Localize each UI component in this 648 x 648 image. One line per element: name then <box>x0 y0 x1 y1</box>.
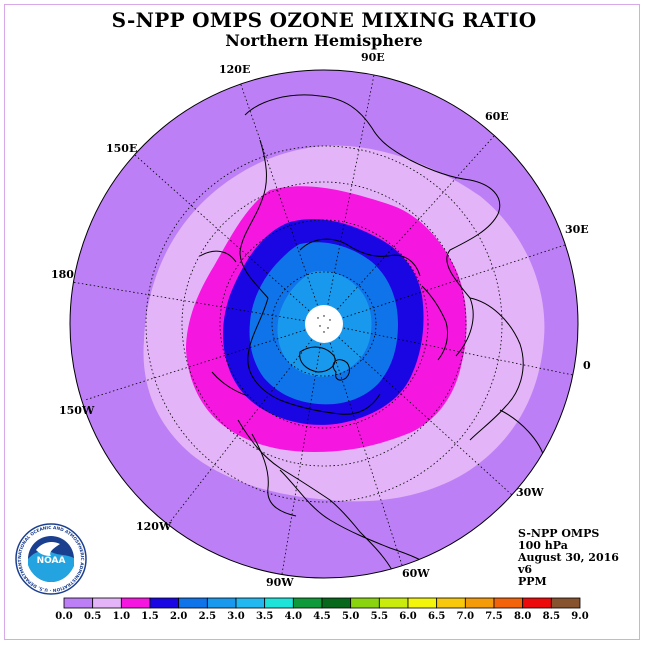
chart-subtitle: Northern Hemisphere <box>225 31 423 50</box>
noaa-logo: NATIONAL OCEANIC AND ATMOSPHERIC ADMINIS… <box>14 522 87 595</box>
colorbar-swatch <box>120 597 151 609</box>
info-date: August 30, 2016 <box>518 551 619 564</box>
colorbar-swatch <box>436 597 466 609</box>
graticule-meridians <box>71 70 574 575</box>
colorbar-swatch <box>178 597 208 609</box>
lon-label-90E: 90E <box>361 51 385 64</box>
colorbar-tick-label: 8.5 <box>543 611 560 622</box>
colorbar-swatch <box>407 597 438 609</box>
figure-border <box>4 4 640 640</box>
lon-label-60W: 60W <box>402 567 430 580</box>
info-units: PPM <box>518 575 547 588</box>
colorbar-tick-label: 4.5 <box>313 611 330 622</box>
lon-label-180: 180 <box>51 268 74 281</box>
colorbar-swatch <box>493 597 524 609</box>
colorbar-tick-label: 0.5 <box>84 611 101 622</box>
colorbar-tick-label: 2.0 <box>170 611 187 622</box>
info-block: S-NPP OMPS 100 hPa August 30, 2016 v6 PP… <box>518 528 619 588</box>
colorbar-swatch <box>206 597 237 609</box>
lon-label-120E: 120E <box>219 63 250 76</box>
lon-label-30W: 30W <box>516 486 544 499</box>
lon-label-150W: 150W <box>59 404 95 417</box>
colorbar-swatch <box>235 597 266 609</box>
lon-label-0: 0 <box>583 359 591 372</box>
colorbar-swatch <box>92 597 122 609</box>
info-level: 100 hPa <box>518 539 568 552</box>
colorbar-tick-label: 9.0 <box>571 611 588 622</box>
colorbar-swatch <box>149 597 180 609</box>
colorbar-tick-label: 8.0 <box>514 611 531 622</box>
lon-label-90W: 90W <box>266 576 294 589</box>
polar-data-gap-dots <box>317 315 331 333</box>
colorbar-tick-label: 7.5 <box>485 611 502 622</box>
colorbar-swatch <box>321 597 352 609</box>
logo-text: NOAA <box>37 556 66 566</box>
colorbar-tick-label: 6.0 <box>399 611 416 622</box>
colorbar-tick-label: 5.0 <box>342 611 359 622</box>
colorbar-tick-label: 7.0 <box>457 611 474 622</box>
colorbar-swatch <box>522 597 552 609</box>
colorbar-tick-label: 3.5 <box>256 611 273 622</box>
colorbar-swatch <box>292 597 323 609</box>
colorbar-swatch <box>378 597 409 609</box>
colorbar-swatch <box>350 597 380 609</box>
info-instrument: S-NPP OMPS <box>518 527 600 540</box>
colorbar-swatch <box>63 597 94 609</box>
colorbar-tick-label: 1.5 <box>141 611 158 622</box>
colorbar-swatch <box>464 597 495 609</box>
polar-data-gap <box>305 305 343 343</box>
colorbar-tick-label: 1.0 <box>113 611 130 622</box>
colorbar-tick-label: 3.0 <box>227 611 244 622</box>
coastlines <box>199 94 546 573</box>
colorbar-tick-label: 4.0 <box>285 611 302 622</box>
colorbar-swatch <box>550 597 581 609</box>
colorbar-tick-label: 5.5 <box>371 611 388 622</box>
info-version: v6 <box>518 563 533 576</box>
lon-label-60E: 60E <box>485 110 509 123</box>
lon-label-30E: 30E <box>565 223 589 236</box>
colorbar-swatch <box>264 597 294 609</box>
lon-label-150E: 150E <box>106 142 137 155</box>
lon-label-120W: 120W <box>136 520 172 533</box>
graticule-latitude-circles <box>145 145 503 503</box>
map-boundary <box>69 69 579 579</box>
colorbar-tick-label: 0.0 <box>55 611 72 622</box>
colorbar-tick-label: 2.5 <box>199 611 216 622</box>
colorbar-tick-label: 6.5 <box>428 611 445 622</box>
chart-title: S-NPP OMPS OZONE MIXING RATIO <box>111 8 537 32</box>
